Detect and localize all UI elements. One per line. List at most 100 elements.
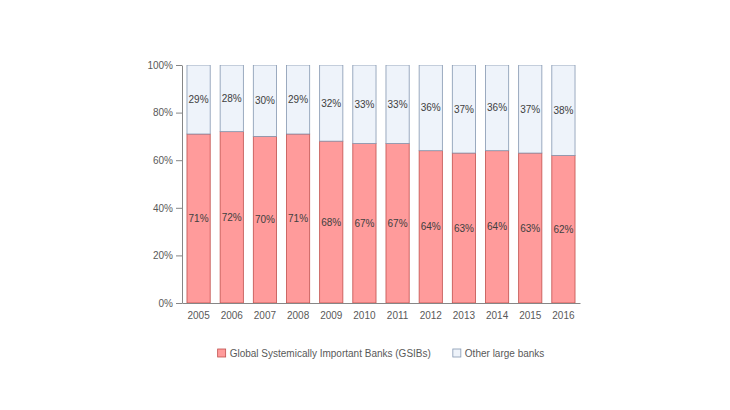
data-label: 33% [354,99,374,110]
data-label: 36% [487,102,507,113]
bar-segment [452,65,475,153]
data-label: 67% [388,218,408,229]
bar-segment [519,65,542,153]
data-label: 64% [487,221,507,232]
legend: Global Systemically Important Banks (GSI… [218,348,545,359]
legend-item: Global Systemically Important Banks (GSI… [218,348,431,359]
x-tick: 2014 [486,303,509,321]
bars [187,65,575,303]
x-tick-label: 2013 [453,310,476,321]
data-label: 37% [520,104,540,115]
bar-segment [552,65,575,155]
bar-segment [485,151,508,303]
x-tick: 2011 [387,303,409,321]
bar-segment [286,65,309,134]
bar-segment [485,65,508,151]
x-tick-label: 2006 [221,310,244,321]
data-label: 29% [288,94,308,105]
x-tick: 2012 [420,303,443,321]
x-tick-label: 2012 [420,310,443,321]
bar-segment [220,65,243,132]
bar-segment [187,134,210,303]
data-label: 32% [321,98,341,109]
y-tick-mark [176,255,182,256]
legend-swatch [218,349,226,357]
y-tick: 80% [153,107,182,118]
y-tick-label: 20% [153,250,173,261]
data-label: 63% [454,223,474,234]
x-tick-label: 2005 [187,310,210,321]
x-tick: 2008 [287,303,310,321]
bar-segment [320,65,343,141]
chart: 71% 72% 70% 71% 68% 67% 67% 64% 63% 64% 63% 62% 29% 2… [0,0,730,410]
x-tick: 2010 [353,303,376,321]
x-tick-label: 2009 [320,310,343,321]
y-axis: 0% 20% 40% 60% 80% 100% [147,60,182,309]
x-tick-label: 2007 [254,310,277,321]
y-tick-mark [176,208,182,209]
y-tick-mark [176,160,182,161]
data-labels: 71% 72% 70% 71% 68% 67% 67% 64% 63% 64% 63% 62% 29% 2… [189,93,574,235]
y-tick-mark [176,113,182,114]
y-tick-label: 0% [159,298,174,309]
x-tick: 2009 [320,303,343,321]
y-tick: 60% [153,155,182,166]
bar-segment [253,136,276,303]
data-label: 37% [454,104,474,115]
x-tick-label: 2008 [287,310,310,321]
bar-segment [220,132,243,303]
data-label: 28% [222,93,242,104]
data-label: 30% [255,95,275,106]
data-label: 72% [222,212,242,223]
data-label: 71% [189,213,209,224]
bar-segment [386,144,409,303]
x-axis-line [183,303,581,304]
x-tick-label: 2014 [486,310,509,321]
x-tick: 2005 [187,303,210,321]
legend-item: Other large banks [453,348,545,359]
bar-segment [419,151,442,303]
bar-segment [452,153,475,303]
y-axis-line [182,66,183,304]
data-label: 63% [520,223,540,234]
data-label: 68% [321,217,341,228]
data-label: 71% [288,213,308,224]
bar-segment [353,144,376,303]
bar-segment [519,153,542,303]
bar-segment [353,65,376,144]
data-label: 64% [421,221,441,232]
x-tick: 2015 [519,303,542,321]
y-tick-mark [176,65,182,66]
bar-segment [552,155,575,303]
y-tick-label: 100% [147,60,173,71]
x-tick: 2016 [552,303,575,321]
legend-label: Global Systemically Important Banks (GSI… [230,348,431,359]
data-label: 29% [189,94,209,105]
x-tick: 2007 [254,303,277,321]
x-tick-label: 2016 [552,310,575,321]
y-tick: 100% [147,60,182,71]
bar-segment [320,141,343,303]
y-tick-mark [176,303,182,304]
y-tick: 40% [153,203,182,214]
data-label: 67% [354,218,374,229]
y-tick-label: 60% [153,155,173,166]
y-tick-label: 40% [153,203,173,214]
y-tick: 20% [153,250,182,261]
data-label: 33% [388,99,408,110]
x-tick: 2013 [453,303,476,321]
data-label: 36% [421,102,441,113]
x-tick: 2006 [221,303,244,321]
bar-segment [419,65,442,151]
bar-segment [187,65,210,134]
y-tick-label: 80% [153,107,173,118]
bar-segment [286,134,309,303]
x-tick-label: 2015 [519,310,542,321]
bar-segment [253,65,276,136]
x-axis: 2005 2006 2007 2008 2009 2010 2011 2012 2013 2014… [183,303,581,321]
data-label: 38% [553,105,573,116]
data-label: 70% [255,214,275,225]
data-label: 62% [553,224,573,235]
legend-label: Other large banks [465,348,545,359]
x-tick-label: 2011 [387,310,409,321]
